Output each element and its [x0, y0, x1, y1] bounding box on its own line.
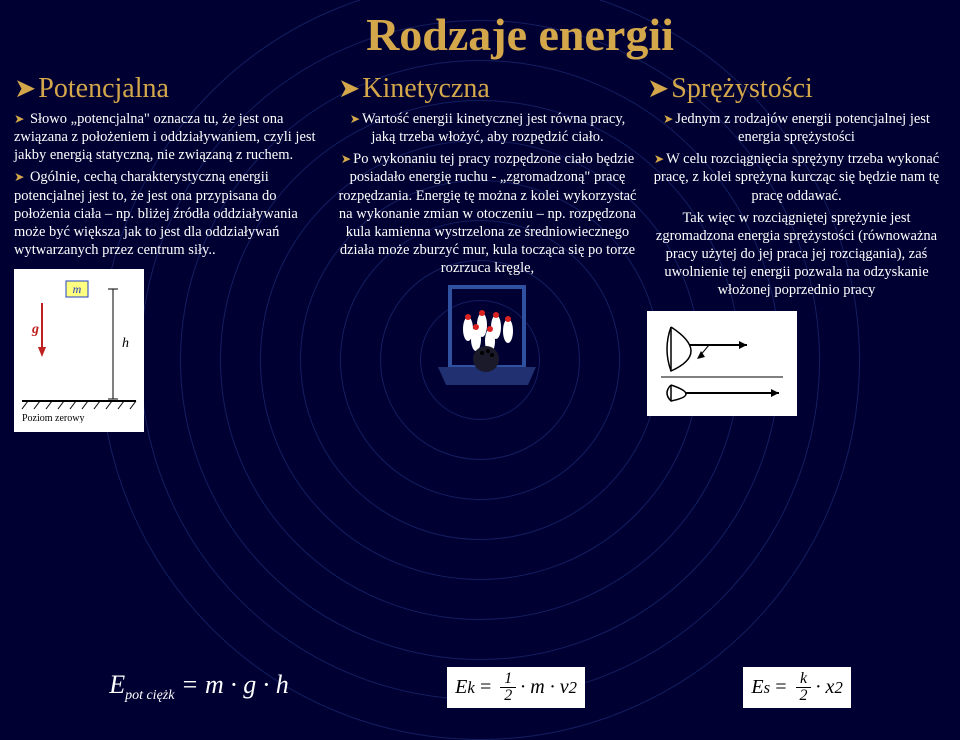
column-sprezystosci: ➤Sprężystości ➤Jednym z rodzajów energii…: [647, 71, 946, 432]
formula-row: Epot ciężk = m · g · h Ek = 12 · m · v2 …: [0, 667, 960, 708]
diagram-spring: [647, 311, 797, 416]
formula-spring: Es = k2 · x2: [743, 667, 850, 708]
col1-para2: ➤ Ogólnie, cechą charakterystyczną energ…: [14, 168, 328, 259]
col2-para2: ➤Po wykonaniu tej pracy rozpędzone ciało…: [338, 150, 637, 277]
h-label: h: [122, 336, 129, 351]
formula-potential: Epot ciężk = m · g · h: [109, 670, 289, 704]
formula-kinetic: Ek = 12 · m · v2: [447, 667, 585, 708]
page-title: Rodzaje energii: [80, 0, 960, 61]
column-kinetyczna: ➤Kinetyczna ➤Wartość energii kinetycznej…: [338, 71, 637, 432]
col3-para2: ➤W celu rozciągnięcia sprężyny trzeba wy…: [647, 150, 946, 204]
col3-para3: Tak więc w rozciągniętej sprężynie jest …: [647, 209, 946, 300]
diagram-potential: m g h Poziom zero: [14, 269, 144, 432]
columns: ➤Potencjalna ➤ Słowo „potencjalna" oznac…: [0, 61, 960, 432]
heading-potencjalna: ➤Potencjalna: [14, 71, 328, 106]
heading-sprezystosci: ➤Sprężystości: [647, 71, 946, 106]
g-label: g: [31, 322, 39, 337]
zero-level-label: Poziom zerowy: [22, 413, 85, 423]
column-potencjalna: ➤Potencjalna ➤ Słowo „potencjalna" oznac…: [14, 71, 328, 432]
heading-kinetyczna: ➤Kinetyczna: [338, 71, 637, 106]
col3-para1: ➤Jednym z rodzajów energii potencjalnej …: [647, 110, 946, 146]
m-label: m: [73, 282, 82, 296]
col2-para1: ➤Wartość energii kinetycznej jest równa …: [338, 110, 637, 146]
diagram-kinetic: [338, 281, 637, 396]
col1-para1: ➤ Słowo „potencjalna" oznacza tu, że jes…: [14, 110, 328, 164]
